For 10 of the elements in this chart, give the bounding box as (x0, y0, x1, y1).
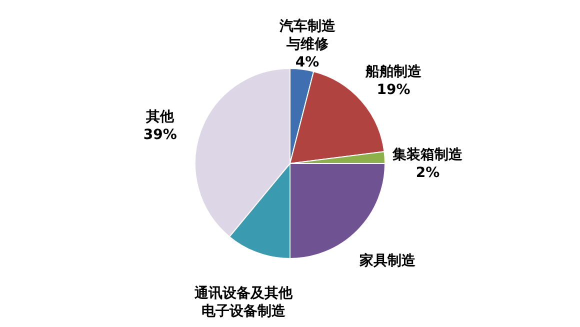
data-label: 2% (416, 164, 440, 181)
slice-label: 汽车制造与维修 (278, 18, 336, 53)
slice-label: 通讯设备及其他电子设备制造 (193, 284, 294, 320)
slice-label: 船舶制造 (364, 64, 423, 80)
slice-label: 家具制造 (358, 252, 417, 270)
data-label: 19% (376, 82, 410, 98)
slice-label: 集装箱制造 (392, 146, 464, 163)
data-label: 39% (143, 126, 177, 143)
slice-label: 其他 (145, 108, 176, 125)
data-label: 4% (295, 54, 320, 71)
